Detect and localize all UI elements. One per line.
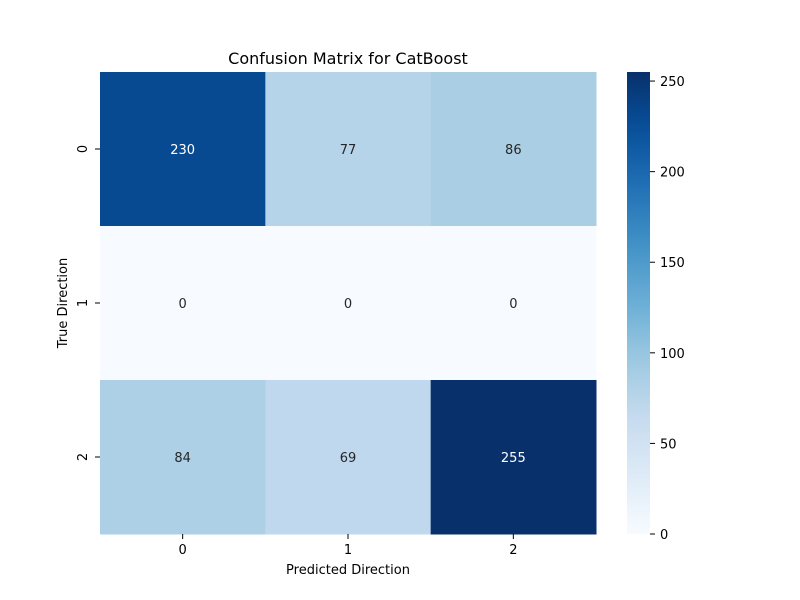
colorbar-tick-label: 0	[660, 528, 668, 543]
colorbar-tick-label: 100	[660, 347, 685, 362]
y-tick-label: 1	[76, 299, 91, 307]
x-tick-label: 0	[179, 543, 187, 558]
colorbar-tick-label: 150	[660, 256, 685, 271]
y-axis-label: True Direction	[56, 258, 71, 349]
cell-label-1-2: 0	[509, 297, 517, 312]
heatmap-cell-0-0	[100, 72, 266, 227]
cell-label-0-2: 86	[505, 143, 522, 158]
heatmap-cell-1-1	[265, 226, 432, 381]
y-tick-label: 2	[76, 453, 91, 461]
cell-annotations: 230 77 86 0 0 0 84 69 255	[170, 143, 525, 466]
heatmap-cell-1-2	[430, 226, 597, 381]
y-tick-label: 0	[76, 145, 91, 153]
cell-label-2-0: 84	[174, 451, 191, 466]
chart-title: Confusion Matrix for CatBoost	[228, 49, 468, 68]
heatmap-cell-0-1	[265, 72, 432, 227]
cell-label-1-0: 0	[179, 297, 187, 312]
heatmap-cell-1-0	[100, 226, 266, 381]
y-axis: 0 1 2	[76, 145, 100, 461]
colorbar-tick-label: 50	[660, 437, 677, 452]
heatmap-cell-0-2	[430, 72, 597, 227]
heatmap-cell-2-2	[430, 380, 597, 535]
cell-label-2-1: 69	[340, 451, 357, 466]
cell-label-1-1: 0	[344, 297, 352, 312]
colorbar-tick-label: 250	[660, 75, 685, 90]
colorbar: 0 50 100 150 200 250	[627, 72, 685, 543]
x-tick-label: 1	[344, 543, 352, 558]
heatmap-cell-2-1	[265, 380, 432, 535]
colorbar-tick-label: 200	[660, 166, 685, 181]
cell-label-2-2: 255	[501, 451, 526, 466]
x-tick-label: 2	[509, 543, 517, 558]
x-axis: 0 1 2	[179, 534, 517, 558]
x-axis-label: Predicted Direction	[286, 563, 410, 578]
cell-label-0-0: 230	[170, 143, 195, 158]
heatmap-cells	[100, 72, 597, 535]
heatmap-cell-2-0	[100, 380, 266, 535]
cell-label-0-1: 77	[340, 143, 357, 158]
colorbar-gradient	[627, 72, 650, 534]
